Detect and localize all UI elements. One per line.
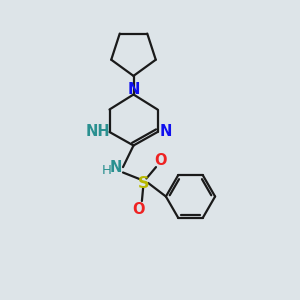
Text: N: N	[127, 82, 140, 97]
Text: O: O	[132, 202, 144, 217]
Text: NH: NH	[86, 124, 110, 140]
Text: N: N	[160, 124, 172, 140]
Text: S: S	[138, 176, 150, 190]
Text: O: O	[154, 153, 167, 168]
Text: N: N	[109, 160, 122, 175]
Text: H: H	[102, 164, 111, 178]
